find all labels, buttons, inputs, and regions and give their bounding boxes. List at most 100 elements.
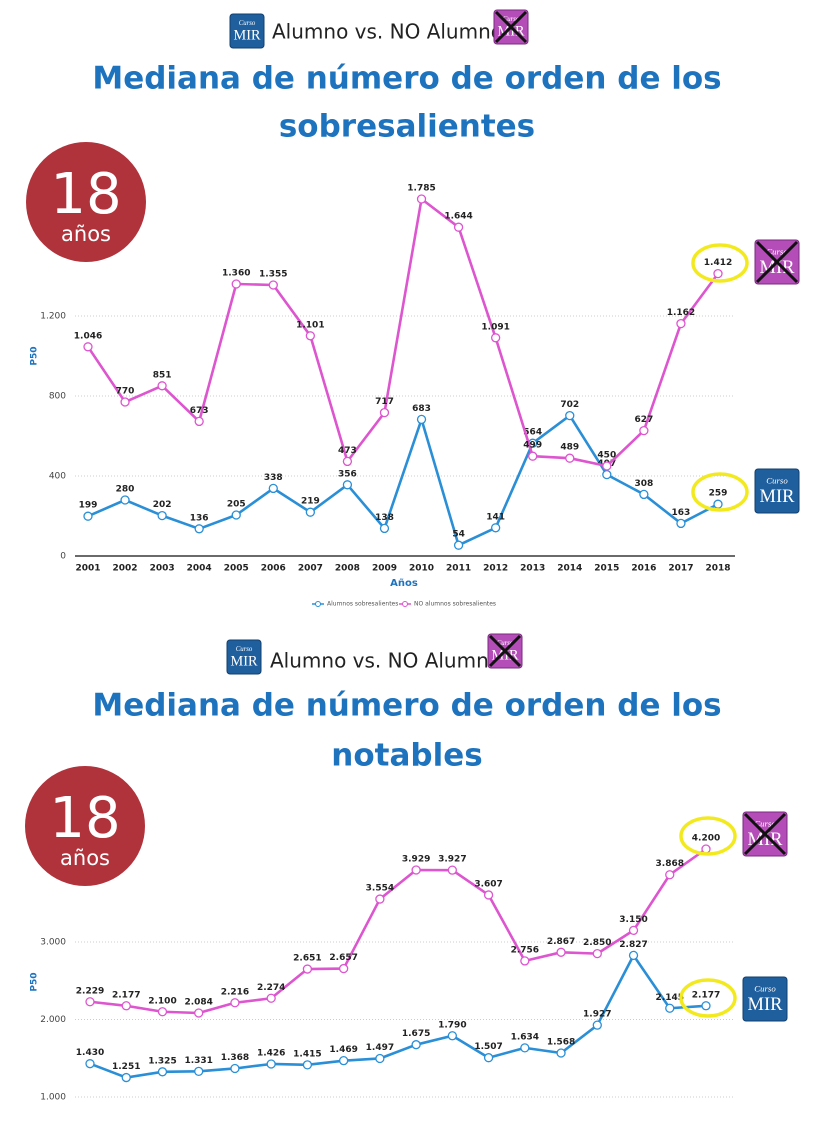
data-label: 2.651 [293,954,321,964]
point [483,890,494,900]
point [121,1072,131,1083]
point [639,489,649,500]
legend-swatch [402,601,408,607]
data-label: 1.355 [259,270,287,280]
x-tick-label: 2008 [335,564,360,574]
x-tick-label: 2009 [372,564,397,574]
series-line [89,954,707,1079]
chart-title: Mediana de número de orden de los [92,688,721,724]
point [375,1053,385,1064]
highlight [691,243,749,283]
logo-box [229,13,265,49]
point [83,342,93,352]
x-tick-label: 2001 [75,564,100,574]
point [157,1007,168,1017]
logo-box [742,976,788,1022]
data-label: 1.426 [257,1048,285,1058]
chart-title: Mediana de número de orden de los [92,61,721,97]
logo-big: MIR [748,994,784,1014]
data-label: 356 [338,469,357,479]
data-label: 199 [79,501,98,511]
point [713,499,723,509]
point [411,1040,421,1050]
point [713,268,723,279]
point [194,524,204,534]
legend-label: NO alumnos sobresalientes [414,601,496,608]
data-label: 717 [375,397,394,407]
data-label: 489 [560,443,579,453]
data-label: 3.150 [619,915,647,925]
data-label: 2.100 [148,996,176,1006]
point [375,894,385,904]
y-tick-label: 2.000 [40,1015,66,1025]
data-label: 564 [523,428,542,438]
point [592,948,602,959]
series-line [87,414,719,547]
data-label: 1.046 [74,331,102,341]
data-label: 499 [523,441,542,451]
series-line [86,197,720,468]
point [565,410,575,421]
point [268,280,278,290]
point [453,222,464,232]
point [85,997,95,1007]
data-label: 3.929 [402,855,430,865]
point [416,194,427,204]
legend-swatch [315,601,321,607]
point [338,1056,349,1066]
point [676,518,686,529]
point [602,461,612,471]
point [120,397,130,407]
point [520,1043,530,1053]
cross [743,812,787,856]
point [194,1066,204,1076]
logo-big: MIR [231,653,258,669]
data-label: 702 [560,400,579,410]
data-label: 450 [597,451,616,461]
badge-unit: años [61,222,111,246]
data-label: 1.430 [76,1048,104,1058]
point [639,425,649,436]
cross [494,10,528,44]
data-label: 219 [301,497,320,507]
data-label: 1.360 [222,269,250,279]
logo-small: Curso [766,475,788,485]
cross [488,634,522,668]
data-label: 138 [375,513,394,523]
point [231,510,241,520]
data-label: 280 [116,485,135,495]
logo-small: Curso [503,16,520,23]
point [338,963,349,974]
point [628,925,639,936]
chart-title: sobresalientes [279,109,535,145]
data-label: 1.469 [329,1045,357,1055]
data-label: 1.568 [547,1037,575,1047]
x-tick-label: 2010 [409,564,434,574]
point [556,947,566,957]
point [157,510,167,521]
point [556,1048,566,1058]
point [490,523,501,533]
highlight [679,978,737,1018]
data-label: 54 [452,530,465,540]
point [416,414,427,425]
data-label: 205 [227,500,246,510]
point [121,1001,131,1011]
x-tick-label: 2016 [631,564,656,574]
logo-small: Curso [754,818,776,828]
data-label: 473 [338,446,357,456]
data-label: 3.868 [656,859,684,869]
logo-small: Curso [766,246,788,256]
chart-title: notables [331,738,482,774]
point [302,964,313,974]
point [302,1060,313,1070]
y-axis-label: P50 [30,972,40,991]
data-label: 683 [412,404,431,414]
data-label: 673 [190,406,209,416]
point [520,956,530,966]
x-tick-label: 2018 [705,564,730,574]
